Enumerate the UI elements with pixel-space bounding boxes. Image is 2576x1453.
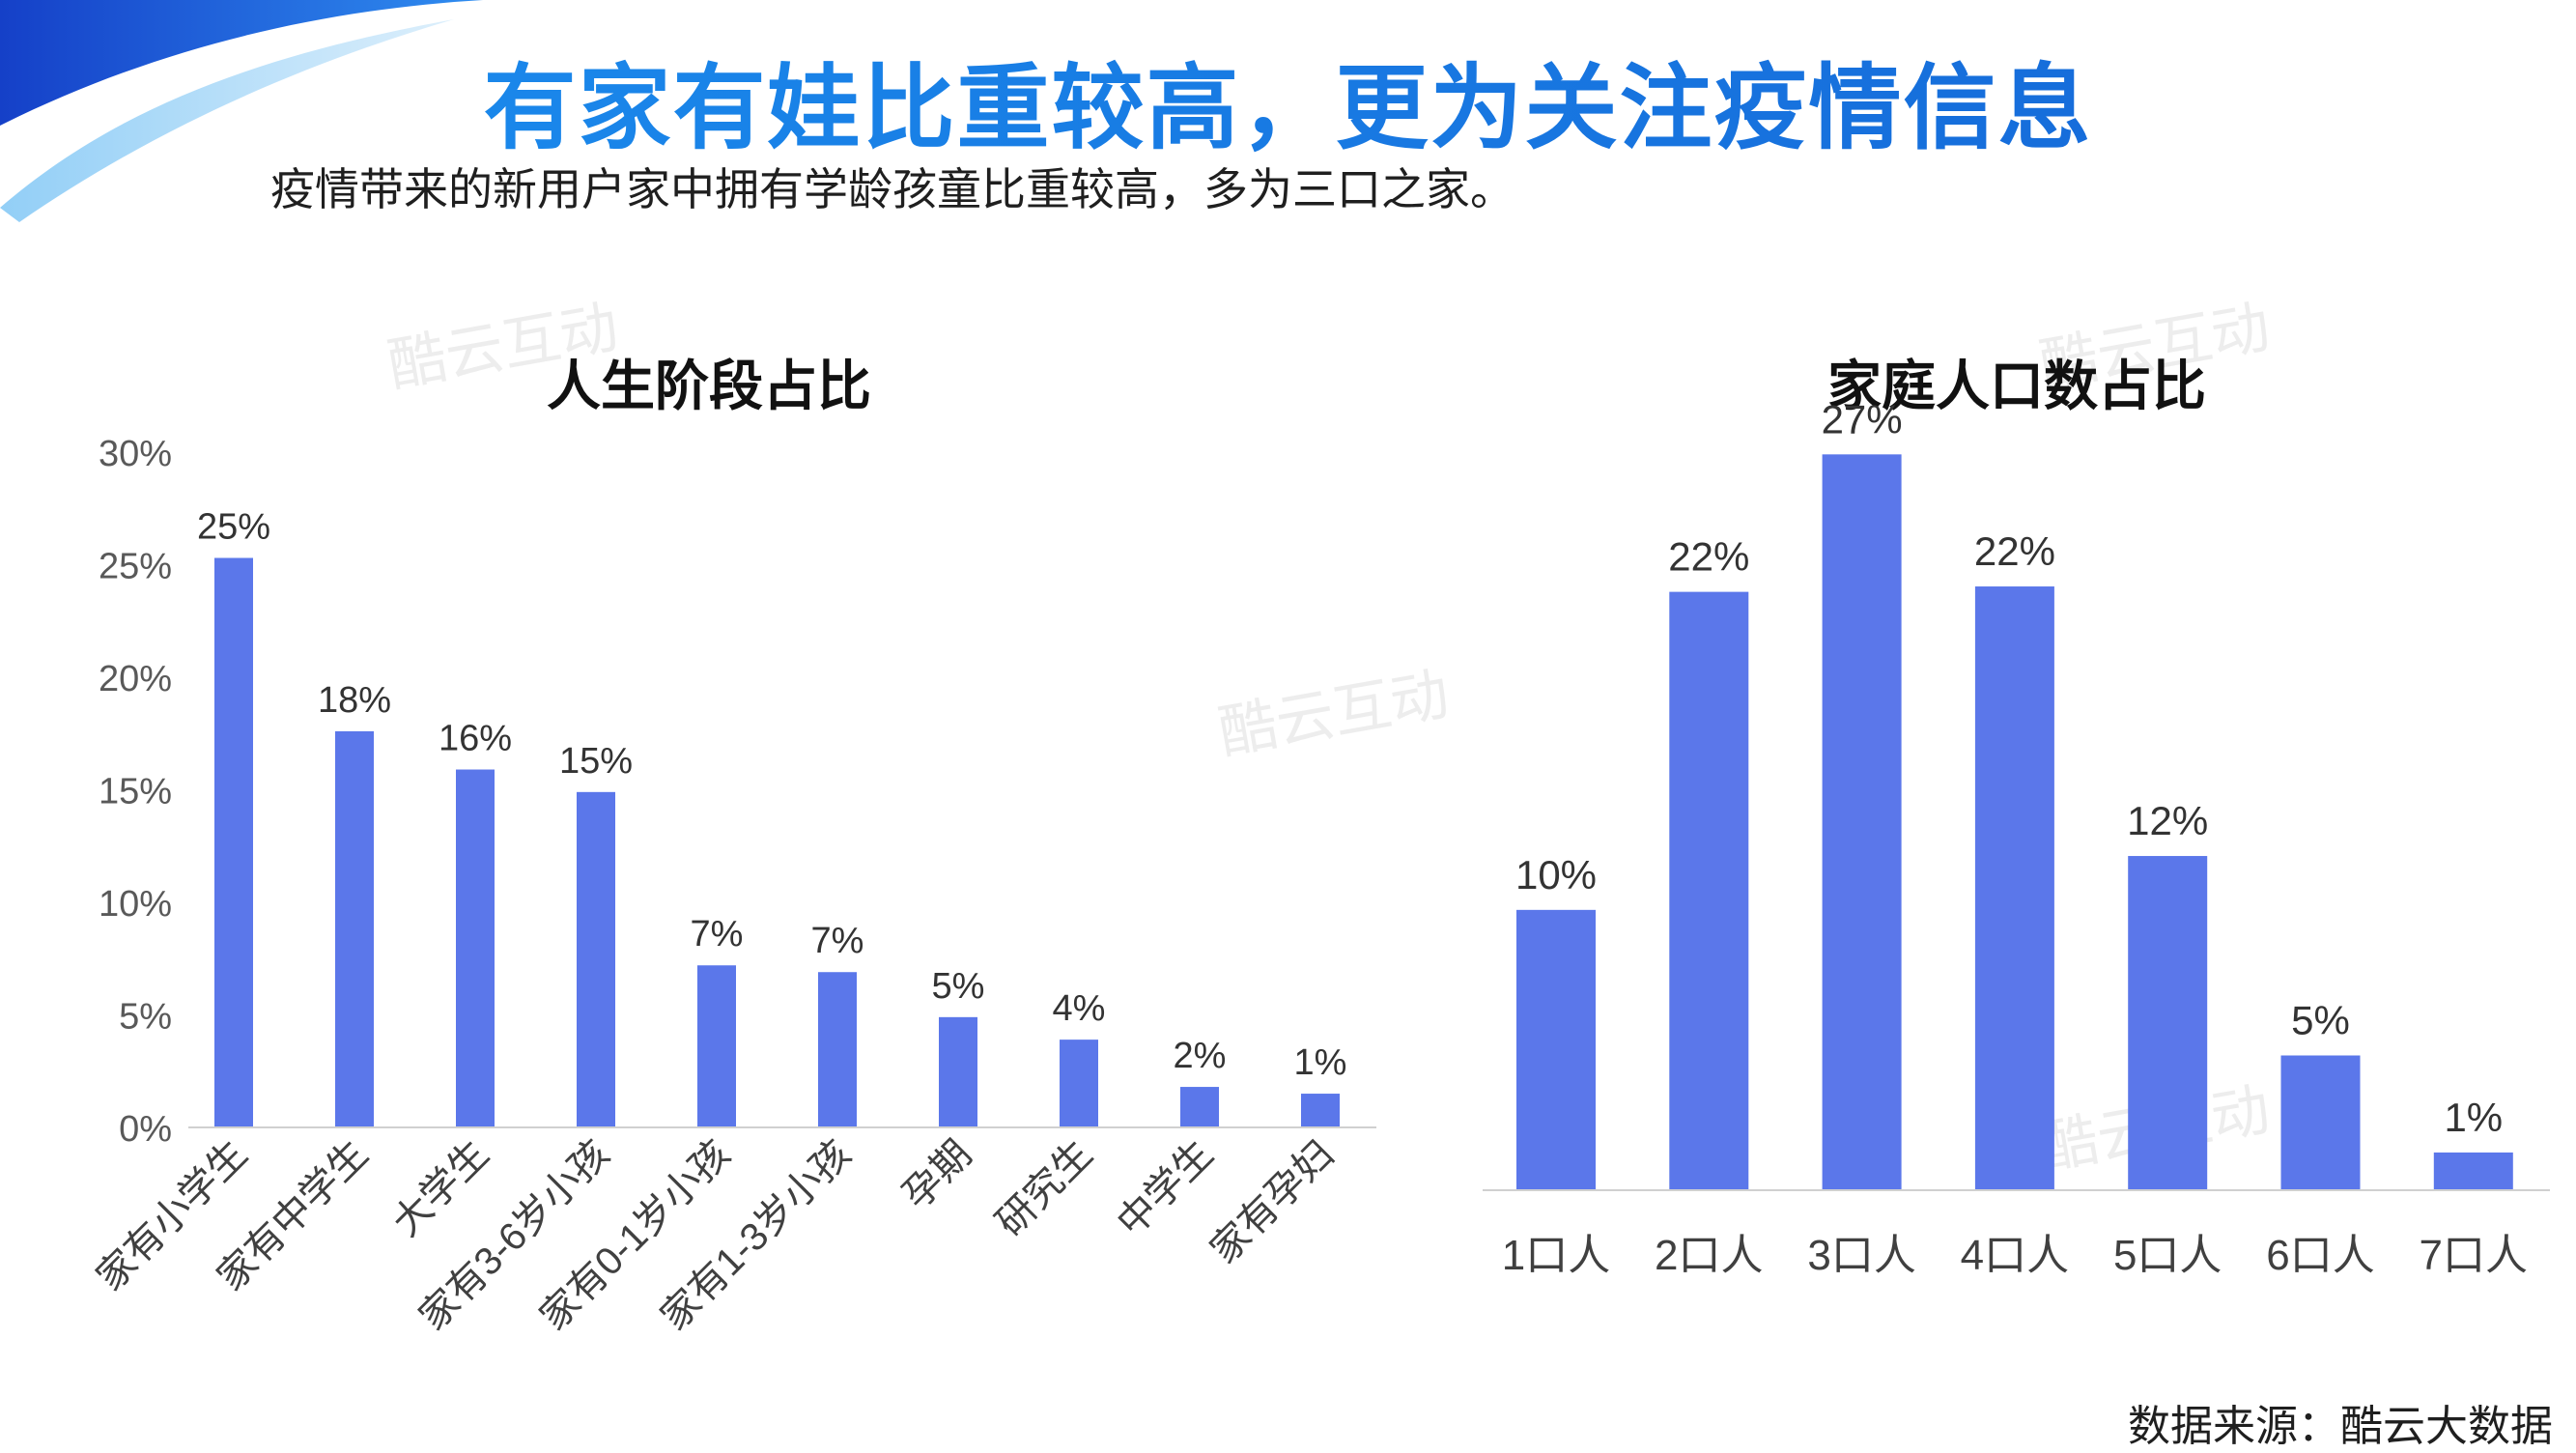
- data-label: 16%: [439, 719, 512, 759]
- y-tick-label: 25%: [99, 547, 172, 587]
- corner-swoosh-decoration: [0, 0, 483, 222]
- bar: [577, 791, 615, 1127]
- x-tick-label: 7口人: [2420, 1232, 2528, 1279]
- bar: [1822, 454, 1902, 1191]
- bar: [2128, 856, 2208, 1190]
- x-tick-label: 4口人: [1961, 1232, 2069, 1279]
- data-label: 4%: [1053, 988, 1106, 1029]
- y-tick-label: 30%: [99, 434, 172, 474]
- x-tick-label: 3口人: [1807, 1232, 1915, 1279]
- bar: [2433, 1152, 2513, 1190]
- data-source-note: 数据来源：酷云大数据: [2128, 1402, 2553, 1451]
- bar: [939, 1016, 977, 1127]
- y-tick-label: 20%: [99, 659, 172, 699]
- x-tick-label: 研究生: [988, 1132, 1100, 1244]
- x-tick-label: 2口人: [1655, 1232, 1763, 1279]
- data-label: 5%: [932, 966, 985, 1007]
- bar: [456, 769, 495, 1127]
- data-label: 22%: [1668, 534, 1749, 580]
- bar: [697, 965, 736, 1127]
- x-tick-label: 中学生: [1109, 1132, 1221, 1244]
- page-title: 有家有娃比重较高，更为关注疫情信息: [0, 33, 2576, 167]
- bar: [818, 972, 857, 1127]
- data-label: 27%: [1822, 396, 1903, 442]
- x-tick-label: 1口人: [1502, 1232, 1610, 1279]
- bar: [1060, 1040, 1098, 1127]
- bar: [335, 730, 374, 1127]
- bar: [214, 557, 253, 1127]
- data-label: 2%: [1174, 1036, 1227, 1076]
- data-label: 10%: [1515, 852, 1597, 897]
- x-tick-label: 孕期: [895, 1132, 980, 1217]
- page-subtitle: 疫情带来的新用户家中拥有学龄孩童比重较高，多为三口之家。: [270, 163, 1514, 215]
- y-tick-label: 0%: [119, 1109, 172, 1150]
- bar: [1669, 591, 1749, 1190]
- bar: [1180, 1087, 1219, 1127]
- x-tick-label: 家有孕妇: [1203, 1132, 1342, 1271]
- chart-title-life-stage: 人生阶段占比: [547, 356, 871, 418]
- bar: [1974, 586, 2054, 1190]
- data-label: 15%: [559, 741, 633, 782]
- data-label: 12%: [2127, 798, 2208, 843]
- chart-title-household-size: 家庭人口数占比: [1827, 356, 2206, 418]
- x-tick-label: 大学生: [384, 1132, 496, 1244]
- x-tick-label: 5口人: [2113, 1232, 2222, 1279]
- bar: [2280, 1055, 2361, 1190]
- bar: [1516, 909, 1596, 1190]
- bar: [1301, 1094, 1340, 1127]
- data-label: 5%: [2291, 998, 2350, 1043]
- data-label: 22%: [1974, 528, 2055, 574]
- y-tick-label: 5%: [119, 997, 172, 1038]
- data-label: 1%: [2444, 1095, 2503, 1140]
- data-label: 7%: [811, 921, 864, 961]
- y-tick-label: 15%: [99, 772, 172, 812]
- y-tick-label: 10%: [99, 884, 172, 925]
- data-label: 7%: [691, 914, 744, 954]
- x-tick-label: 6口人: [2266, 1232, 2374, 1279]
- data-label: 18%: [318, 680, 391, 721]
- data-label: 25%: [197, 507, 270, 548]
- data-label: 1%: [1294, 1042, 1347, 1083]
